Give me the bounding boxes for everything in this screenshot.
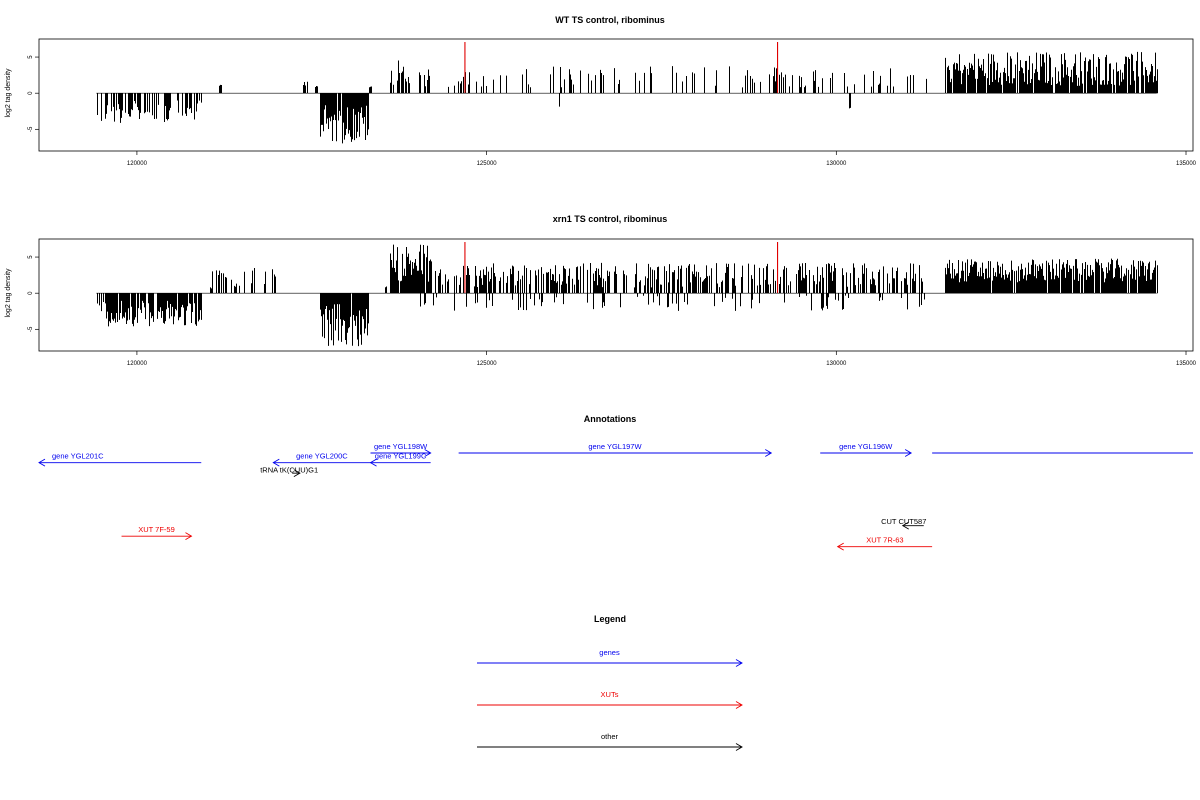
wt-y-axis-label: log2 tag density bbox=[5, 68, 12, 118]
legend-entries: genes XUTs other bbox=[477, 648, 743, 751]
annotation-feature-arrowhead bbox=[272, 458, 280, 467]
annotation-feature: gene YGL198W bbox=[370, 442, 432, 457]
annotation-feature-arrowhead bbox=[836, 542, 844, 551]
annotation-feature-arrowhead bbox=[765, 449, 773, 457]
annotation-feature-label: XUT 7R-63 bbox=[866, 536, 903, 545]
wt-panel: WT TS control, ribominus log2 tag densit… bbox=[5, 15, 1197, 167]
annotation-feature-arrowhead bbox=[901, 521, 909, 530]
legend-entry: genes bbox=[477, 648, 743, 667]
xrn1-panel: xrn1 TS control, ribominus log2 tag dens… bbox=[5, 214, 1197, 367]
xrn1-plot-frame bbox=[38, 238, 1194, 352]
annotation-feature-label: gene YGL201C bbox=[52, 452, 104, 461]
wt-plot-frame bbox=[38, 38, 1194, 152]
xrn1-axes: 120000 125000 130000 135000 -5 0 5 bbox=[28, 255, 1197, 367]
annotation-features: gene YGL201C gene YGL200C gene YGL199Cgene… bbox=[38, 442, 1193, 551]
legend-entry-label: genes bbox=[599, 648, 620, 657]
legend-entry: other bbox=[477, 732, 743, 751]
wt-y-tick-label: 0 bbox=[28, 91, 34, 95]
annotation-feature: XUT 7F-59 bbox=[121, 525, 193, 541]
annotation-feature-label: gene YGL196W bbox=[839, 442, 893, 451]
annotation-feature-label: gene YGL197W bbox=[588, 442, 642, 451]
annotation-feature: gene YGL199C bbox=[369, 452, 431, 467]
wt-x-tick-label: 130000 bbox=[826, 161, 847, 167]
annotation-feature-label: gene YGL200C bbox=[296, 452, 348, 461]
wt-x-tick-label: 120000 bbox=[127, 161, 148, 167]
xrn1-y-tick-label: 5 bbox=[28, 255, 34, 259]
legend-entry: XUTs bbox=[477, 690, 743, 709]
xrn1-y-axis-label: log2 tag density bbox=[5, 268, 12, 318]
annotation-feature: XUT 7R-63 bbox=[836, 536, 933, 551]
legend-panel: Legend genes XUTs other bbox=[477, 614, 743, 751]
annotation-feature: gene YGL200C bbox=[272, 452, 371, 467]
legend-entry-arrowhead bbox=[735, 701, 743, 709]
legend-title: Legend bbox=[594, 614, 626, 624]
annotation-feature-arrowhead bbox=[424, 449, 432, 457]
annotation-feature: gene YGL201C bbox=[38, 452, 202, 467]
xrn1-y-tick-label: -5 bbox=[28, 326, 34, 332]
annotation-feature-arrowhead bbox=[293, 469, 301, 478]
annotation-feature-label: gene YGL198W bbox=[374, 442, 428, 451]
legend-entry-arrowhead bbox=[735, 659, 743, 667]
xrn1-x-tick-label: 135000 bbox=[1176, 361, 1197, 367]
annotation-feature-label: CUT CUT587 bbox=[881, 517, 926, 526]
legend-entry-label: XUTs bbox=[601, 690, 619, 699]
wt-x-tick-label: 135000 bbox=[1176, 161, 1197, 167]
annotation-feature-label: tRNA tK(CUU)G1 bbox=[260, 466, 318, 475]
legend-entry-label: other bbox=[601, 732, 619, 741]
wt-y-tick-label: -5 bbox=[28, 126, 34, 132]
xrn1-bars bbox=[97, 242, 1158, 347]
annotation-feature-arrowhead bbox=[369, 458, 377, 467]
wt-axes: 120000 125000 130000 135000 -5 0 5 bbox=[28, 55, 1197, 167]
annotation-feature: tRNA tK(CUU)G1 bbox=[260, 466, 318, 478]
legend-entry-arrowhead bbox=[735, 743, 743, 751]
annotations-title: Annotations bbox=[584, 414, 637, 424]
xrn1-y-tick-label: 0 bbox=[28, 291, 34, 295]
annotation-feature-label: XUT 7F-59 bbox=[138, 525, 175, 534]
annotation-feature: CUT CUT587 bbox=[881, 517, 926, 530]
annotation-feature: gene YGL197W bbox=[458, 442, 773, 457]
annotation-feature-arrowhead bbox=[904, 449, 913, 457]
annotation-feature-label: gene YGL199C bbox=[375, 452, 427, 461]
wt-y-tick-label: 5 bbox=[28, 55, 34, 59]
annotation-feature-arrowhead bbox=[185, 532, 193, 541]
annotation-feature: gene YGL196W bbox=[820, 442, 913, 457]
wt-panel-title: WT TS control, ribominus bbox=[555, 15, 665, 25]
annotation-feature-arrowhead bbox=[38, 458, 46, 467]
xrn1-panel-title: xrn1 TS control, ribominus bbox=[553, 214, 668, 224]
annotations-panel: Annotations gene YGL201C gene YGL200C gene… bbox=[38, 414, 1193, 551]
wt-bars bbox=[97, 42, 1158, 144]
wt-x-tick-label: 125000 bbox=[477, 161, 498, 167]
xrn1-x-tick-label: 120000 bbox=[127, 361, 148, 367]
xrn1-x-tick-label: 125000 bbox=[477, 361, 498, 367]
xrn1-x-tick-label: 130000 bbox=[826, 361, 847, 367]
